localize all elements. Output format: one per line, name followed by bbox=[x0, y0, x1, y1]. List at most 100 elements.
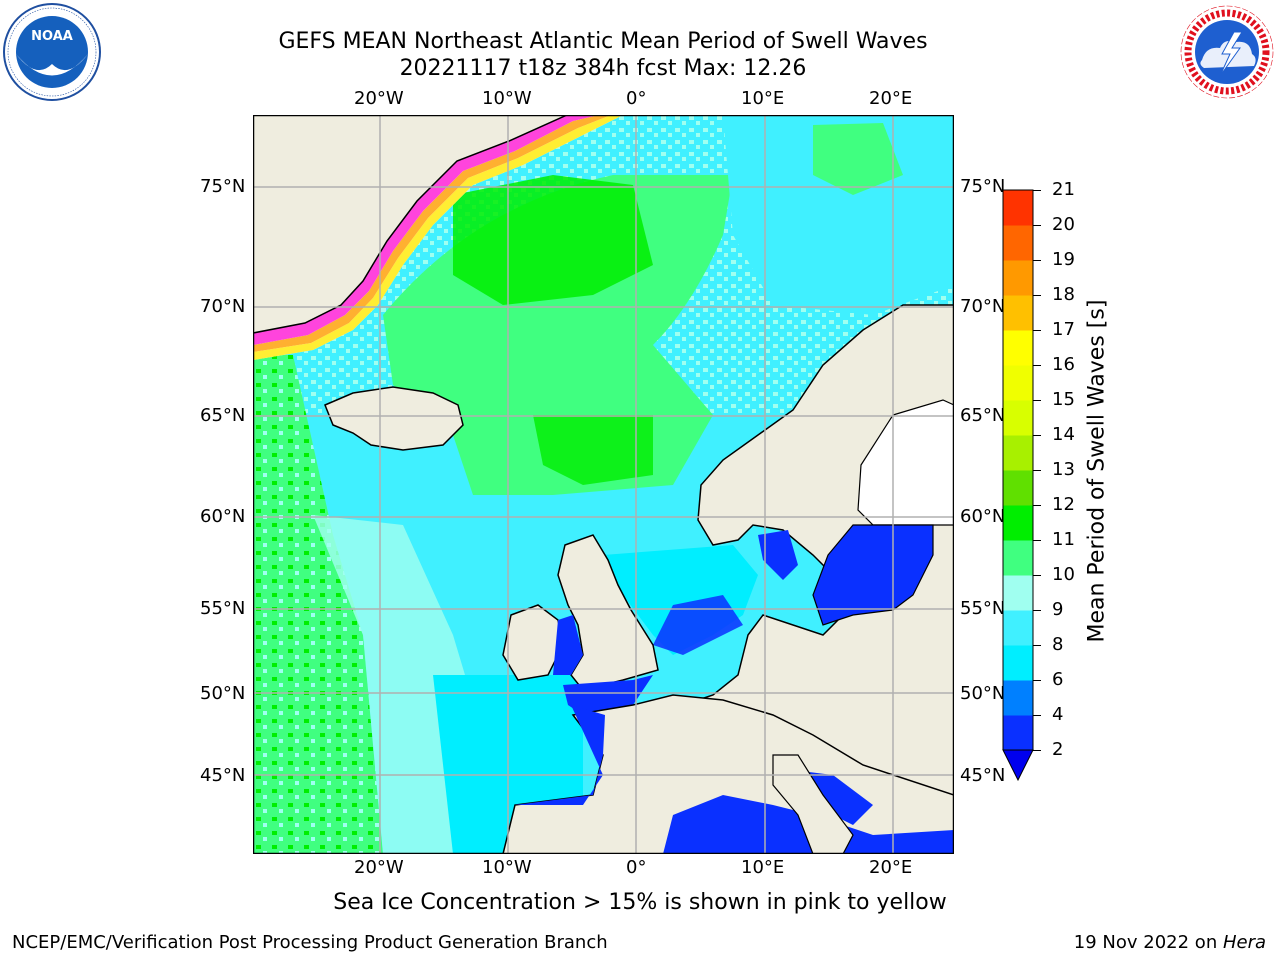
lon-label-bottom: 10°W bbox=[482, 857, 532, 878]
footer-host: Hera bbox=[1222, 932, 1266, 953]
colorbar-title: Mean Period of Swell Waves [s] bbox=[1084, 299, 1110, 643]
colorbar-tick bbox=[1033, 400, 1041, 401]
colorbar-tick-label: 17 bbox=[1052, 319, 1075, 340]
colorbar-tick bbox=[1033, 680, 1041, 681]
colorbar-tick-label: 20 bbox=[1052, 214, 1075, 235]
colorbar-band bbox=[1003, 505, 1033, 541]
colorbar-tick bbox=[1033, 295, 1041, 296]
lat-label-right: 55°N bbox=[960, 598, 1006, 619]
lat-label-left: 65°N bbox=[200, 405, 246, 426]
lon-label-bottom: 20°W bbox=[354, 857, 404, 878]
lat-label-left: 60°N bbox=[200, 506, 246, 527]
colorbar-tick-label: 10 bbox=[1052, 564, 1075, 585]
colorbar-tick-label: 19 bbox=[1052, 249, 1075, 270]
colorbar-tick bbox=[1033, 645, 1041, 646]
graticule bbox=[253, 115, 954, 854]
sea-ice-note: Sea Ice Concentration > 15% is shown in … bbox=[333, 890, 947, 915]
lon-label-bottom: 20°E bbox=[869, 857, 913, 878]
colorbar-tick-label: 12 bbox=[1052, 494, 1075, 515]
lon-label-top: 10°E bbox=[741, 88, 785, 109]
biscay-blue bbox=[515, 705, 605, 805]
colorbar-tick bbox=[1033, 610, 1041, 611]
colorbar-band bbox=[1003, 715, 1033, 751]
colorbar-band bbox=[1003, 400, 1033, 436]
colorbar-tick-label: 14 bbox=[1052, 424, 1075, 445]
colorbar-tick-label: 11 bbox=[1052, 529, 1075, 550]
colorbar-band bbox=[1003, 330, 1033, 366]
irish-sea bbox=[553, 615, 583, 675]
colorbar-tick-label: 21 bbox=[1052, 179, 1075, 200]
colorbar-tick bbox=[1033, 505, 1041, 506]
footer-date: 19 Nov 2022 on Hera bbox=[1074, 932, 1266, 953]
norwegian-sea-darkgreen bbox=[453, 175, 653, 305]
colorbar-tick bbox=[1033, 225, 1041, 226]
lat-label-right: 75°N bbox=[960, 176, 1006, 197]
baltic-sea bbox=[812, 524, 934, 626]
colorbar-tick-label: 18 bbox=[1052, 284, 1075, 305]
colorbar-band bbox=[1003, 435, 1033, 471]
colorbar-band bbox=[1003, 260, 1033, 296]
lon-label-top: 20°E bbox=[869, 88, 913, 109]
lat-label-right: 65°N bbox=[960, 405, 1006, 426]
colorbar-tick bbox=[1033, 575, 1041, 576]
colorbar-tick-label: 9 bbox=[1052, 599, 1064, 620]
map-frame bbox=[253, 115, 954, 854]
footer-credit: NCEP/EMC/Verification Post Processing Pr… bbox=[12, 932, 608, 953]
colorbar-band bbox=[1003, 295, 1033, 331]
colorbar-band bbox=[1003, 680, 1033, 716]
colorbar-tick-label: 2 bbox=[1052, 739, 1064, 760]
colorbar-band bbox=[1003, 225, 1033, 261]
colorbar-band bbox=[1003, 365, 1033, 401]
colorbar-tick-label: 4 bbox=[1052, 704, 1064, 725]
lon-label-top: 20°W bbox=[354, 88, 404, 109]
north-sea-dark bbox=[653, 595, 743, 655]
colorbar-tick-label: 16 bbox=[1052, 354, 1075, 375]
colorbar-band bbox=[1003, 470, 1033, 506]
iceland bbox=[324, 386, 464, 451]
colorbar bbox=[1002, 189, 1034, 782]
great-britain bbox=[557, 534, 659, 691]
colorbar-band bbox=[1003, 190, 1033, 226]
italy bbox=[772, 754, 854, 854]
skagerrak bbox=[758, 530, 798, 580]
lon-label-bottom: 10°E bbox=[741, 857, 785, 878]
colorbar-tick bbox=[1033, 260, 1041, 261]
lat-label-right: 45°N bbox=[960, 765, 1006, 786]
greenland-land bbox=[253, 115, 568, 334]
lat-label-right: 60°N bbox=[960, 506, 1006, 527]
colorbar-tick bbox=[1033, 470, 1041, 471]
colorbar-tick-label: 13 bbox=[1052, 459, 1075, 480]
colorbar-tick-label: 8 bbox=[1052, 634, 1064, 655]
map-panel bbox=[253, 115, 954, 854]
colorbar-tick bbox=[1033, 540, 1041, 541]
nws-logo bbox=[1180, 5, 1274, 99]
west-green-band bbox=[253, 355, 383, 854]
barents-green-spots bbox=[813, 123, 903, 195]
colorbar-tick-label: 15 bbox=[1052, 389, 1075, 410]
colorbar-tick-label: 6 bbox=[1052, 669, 1064, 690]
lat-label-left: 55°N bbox=[200, 598, 246, 619]
iceland-faroe-green bbox=[533, 415, 653, 485]
lat-label-left: 50°N bbox=[200, 683, 246, 704]
lat-label-right: 70°N bbox=[960, 296, 1006, 317]
footer-date-text: 19 Nov 2022 on bbox=[1073, 932, 1223, 953]
colorbar-title-wrap: Mean Period of Swell Waves [s] bbox=[1085, 190, 1110, 755]
lat-label-left: 75°N bbox=[200, 176, 246, 197]
colorbar-tick bbox=[1033, 750, 1041, 751]
chart-title: GEFS MEAN Northeast Atlantic Mean Period… bbox=[278, 29, 928, 54]
lat-label-left: 70°N bbox=[200, 296, 246, 317]
lon-label-bottom: 0° bbox=[626, 857, 647, 878]
colorbar-band bbox=[1003, 575, 1033, 611]
colorbar-band bbox=[1003, 645, 1033, 681]
colorbar-band bbox=[1003, 610, 1033, 646]
ireland bbox=[502, 604, 564, 681]
colorbar-extend-arrow bbox=[1002, 749, 1034, 782]
lon-label-top: 0° bbox=[626, 88, 647, 109]
lat-label-left: 45°N bbox=[200, 765, 246, 786]
lon-label-top: 10°W bbox=[482, 88, 532, 109]
lat-label-right: 50°N bbox=[960, 683, 1006, 704]
chart-subtitle: 20221117 t18z 384h fcst Max: 12.26 bbox=[399, 56, 807, 81]
colorbar-tick bbox=[1033, 365, 1041, 366]
colorbar-tick bbox=[1033, 330, 1041, 331]
colorbar-tick bbox=[1033, 715, 1041, 716]
